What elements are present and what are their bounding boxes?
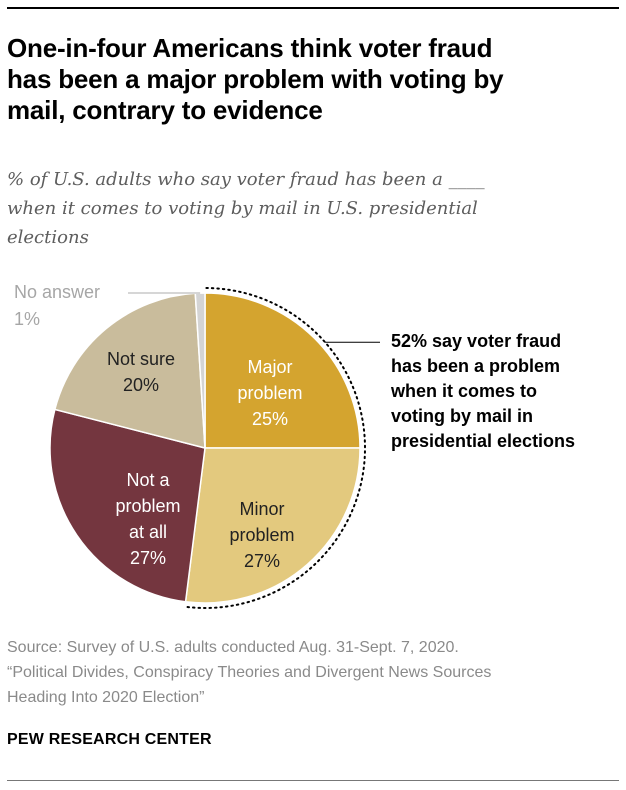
label-not-sure: Not sure 20%	[107, 349, 175, 395]
bracket-arc	[185, 287, 367, 609]
pie-slices	[49, 292, 361, 604]
label-no-answer: No answer 1%	[14, 282, 100, 329]
bottom-rule	[7, 780, 619, 781]
slice-minor-problem	[184, 447, 361, 604]
label-not-a-problem-at-all: Not a problem at all 27%	[115, 470, 180, 568]
callout-annotation: 52% say voter fraud has been a problem w…	[391, 331, 576, 451]
slice-major-problem	[204, 292, 361, 449]
pew-research-center-logo: PEW RESEARCH CENTER	[7, 731, 212, 748]
label-minor-problem: Minor problem 27%	[229, 499, 294, 571]
slice-not-a-problem-at-all	[49, 408, 206, 603]
pie-chart: Major problem 25% Minor problem 27% Not a probl…	[14, 282, 380, 609]
chart-subtitle: % of U.S. adults who say voter fraud has…	[7, 169, 485, 248]
slice-labels: Major problem 25% Minor problem 27% Not a probl…	[14, 282, 303, 571]
label-major-problem: Major problem 25%	[237, 357, 302, 429]
slice-not-sure	[53, 292, 206, 449]
top-rule	[7, 7, 619, 9]
chart-title: One-in-four Americans think voter fraud …	[7, 33, 504, 125]
source-note: Source: Survey of U.S. adults conducted …	[7, 639, 492, 706]
